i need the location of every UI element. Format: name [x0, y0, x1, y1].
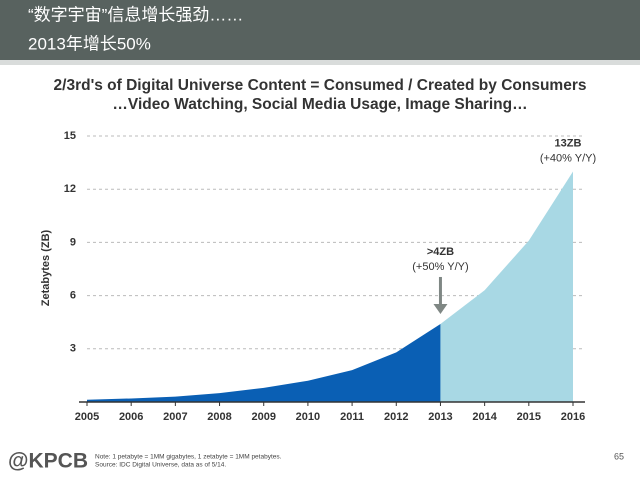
y-tick-label: 15	[64, 130, 76, 142]
annotation: 13ZB	[555, 137, 582, 149]
header-strip	[0, 60, 640, 65]
annotation: >4ZB	[427, 246, 454, 258]
x-tick-label: 2015	[517, 411, 541, 423]
logo: @KPCB	[8, 450, 88, 473]
footer-note: Note: 1 petabyte = 1MM gigabytes, 1 zeta…	[95, 454, 282, 461]
x-tick-label: 2010	[296, 411, 320, 423]
x-tick-label: 2014	[472, 411, 497, 423]
x-tick-label: 2016	[561, 411, 585, 423]
annotation: (+50% Y/Y)	[412, 261, 468, 273]
x-tick-label: 2011	[340, 411, 364, 423]
annotation-arrowhead	[433, 303, 448, 314]
y-axis-label: Zetabytes (ZB)	[40, 229, 52, 306]
x-tick-label: 2008	[207, 411, 231, 423]
chart-subtitle: …Video Watching, Social Media Usage, Ima…	[112, 96, 527, 113]
x-tick-label: 2006	[119, 411, 143, 423]
y-tick-label: 3	[70, 343, 76, 355]
area-actual	[87, 323, 441, 402]
x-tick-label: 2012	[384, 411, 408, 423]
header-title: “数字宇宙”信息增长强劲……	[28, 5, 243, 24]
y-tick-label: 12	[64, 183, 76, 195]
page-number: 65	[614, 451, 624, 461]
y-tick-label: 6	[70, 290, 76, 302]
x-tick-label: 2005	[75, 411, 99, 423]
footer-note: Source: IDC Digital Universe, data as of…	[95, 462, 226, 469]
x-tick-label: 2007	[163, 411, 187, 423]
y-tick-label: 9	[70, 236, 76, 248]
chart-title: 2/3rd's of Digital Universe Content = Co…	[54, 77, 587, 94]
x-tick-label: 2009	[251, 411, 275, 423]
header-band	[0, 0, 640, 60]
annotation: (+40% Y/Y)	[540, 152, 596, 164]
x-tick-label: 2013	[428, 411, 452, 423]
header-subtitle: 2013年增长50%	[28, 34, 151, 53]
area-forecast	[440, 171, 573, 402]
